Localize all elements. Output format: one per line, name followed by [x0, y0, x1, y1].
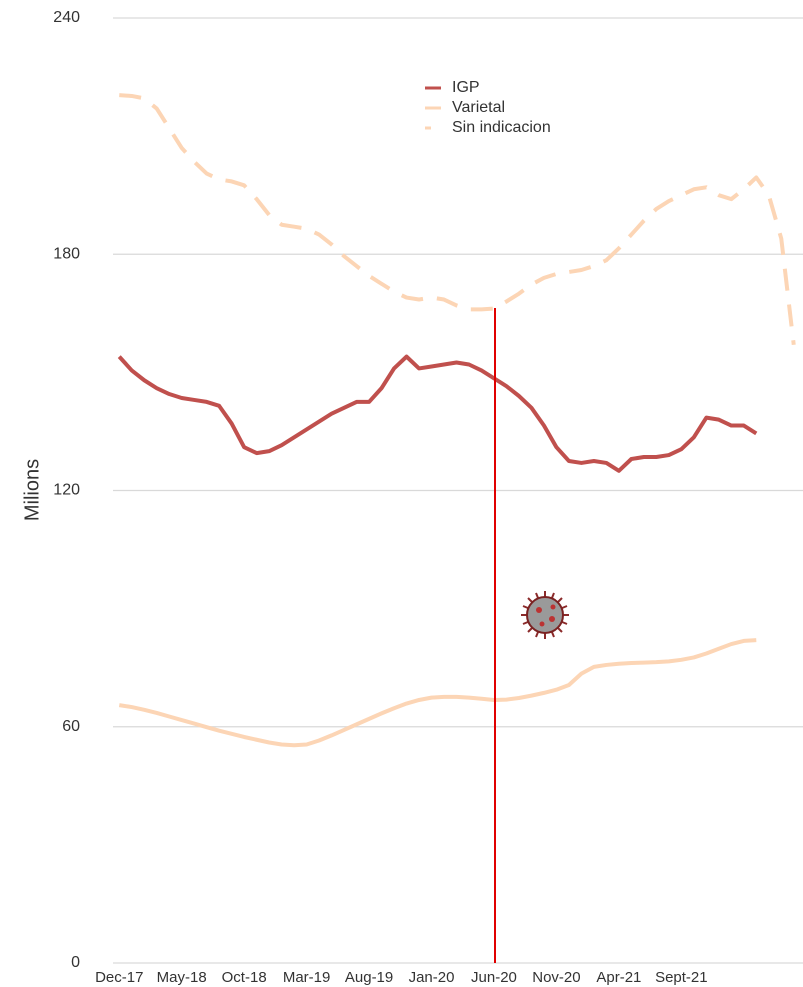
y-axis-label: Milions [21, 459, 43, 521]
y-tick-label: 60 [62, 718, 80, 735]
x-tick-label: May-18 [157, 969, 207, 986]
y-tick-label: 180 [53, 245, 80, 262]
x-tick-label: Sept-21 [655, 969, 708, 986]
y-tick-label: 120 [53, 482, 80, 499]
x-tick-label: Oct-18 [222, 969, 267, 986]
legend-label: Varietal [452, 99, 505, 116]
x-tick-label: Dec-17 [95, 969, 143, 986]
legend-label: Sin indicacion [452, 119, 551, 136]
x-tick-label: Jun-20 [471, 969, 517, 986]
series-line [117, 354, 758, 473]
x-tick-label: Mar-19 [283, 969, 331, 986]
grid: 0 60 120 180 240 Dec-17 May-18 Oct-18 Mar-19 Aug-… [53, 9, 803, 986]
y-tick-label: 240 [53, 9, 80, 26]
lines [117, 93, 796, 748]
virus-icon [521, 591, 569, 639]
legend-label: IGP [452, 79, 480, 96]
x-tick-label: Aug-19 [345, 969, 393, 986]
y-tick-label: 0 [71, 954, 80, 971]
series-line [118, 638, 757, 748]
x-tick-label: Jan-20 [409, 969, 455, 986]
x-tick-label: Nov-20 [532, 969, 580, 986]
legend: IGP Varietal Sin indicacion [425, 79, 551, 136]
x-tick-label: Apr-21 [596, 969, 641, 986]
series-line [119, 93, 796, 346]
